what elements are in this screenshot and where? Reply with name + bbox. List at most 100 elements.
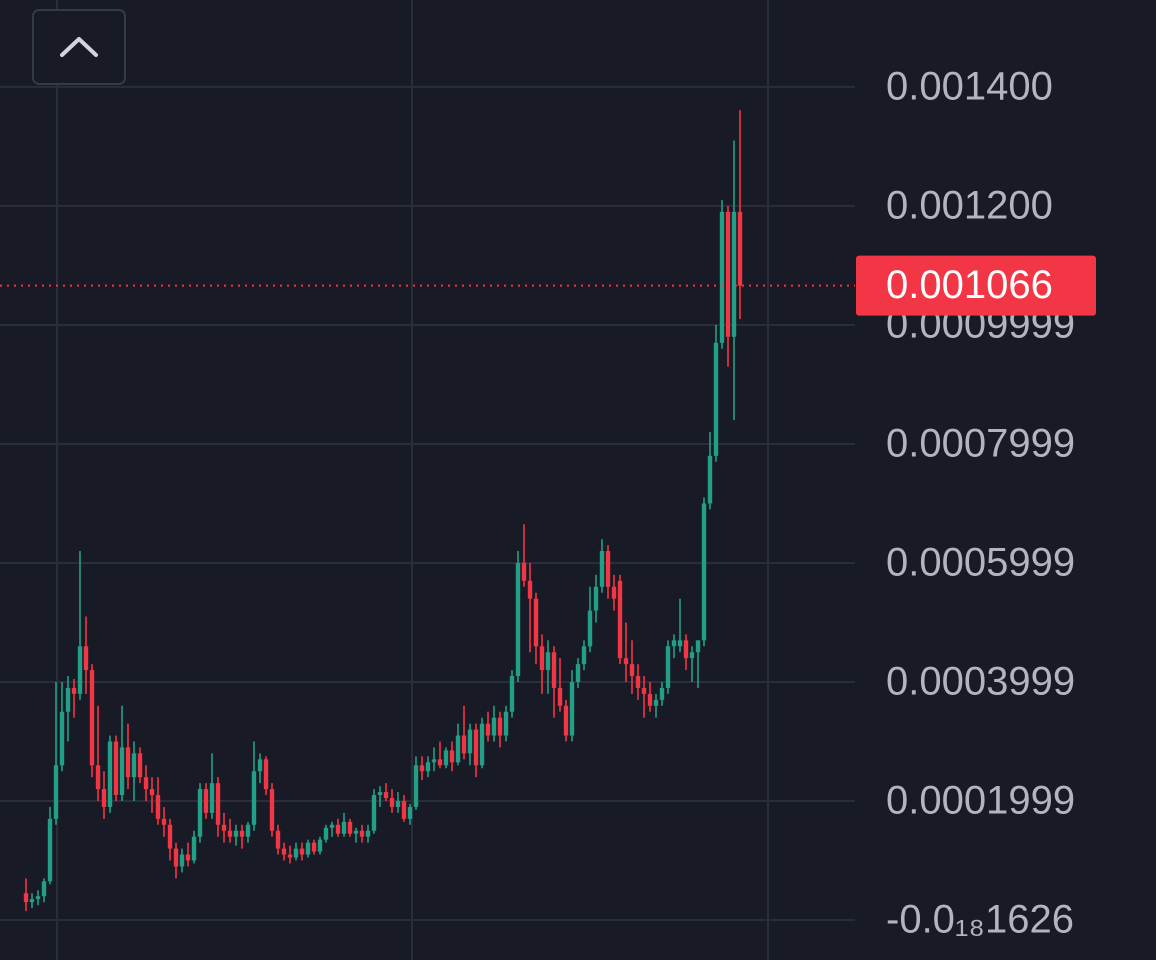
candle-body [35,896,41,900]
y-tick-label: 0.0003999 [886,660,1075,704]
candle-body [83,646,89,671]
candle-body [419,765,425,772]
candle-body [155,795,161,819]
candle-body [605,551,611,587]
candle-body [281,848,287,855]
candle-body [377,792,383,796]
candle-body [707,455,713,504]
candle-body [173,848,179,867]
candle-body [635,676,641,688]
y-tick-label: 0.0005999 [886,541,1075,585]
candle-body [227,830,233,837]
candle-body [563,705,569,736]
candle-body [569,681,575,736]
candle-body [119,747,125,796]
candle-body [545,652,551,671]
candle-body [341,821,347,834]
candle-body [311,842,317,852]
candle-body [467,729,473,754]
candle-body [257,759,263,772]
candle-body [29,899,35,903]
candle-body [527,580,533,599]
chevron-up-icon[interactable] [60,37,98,57]
candle-body [53,765,59,819]
candle-body [449,750,455,763]
candle-body [575,664,581,682]
candle-body [65,687,71,712]
candle-body [323,827,329,840]
candle-body [521,562,527,581]
candle-body [593,586,599,611]
candle-body [353,830,359,834]
candle-body [689,652,695,659]
candle-body [59,711,65,766]
candle-body [275,830,281,849]
candle-body [191,836,197,861]
candle-body [443,750,449,766]
candle-body [647,693,653,706]
y-tick-label: -0.0₁₈1626 [886,898,1074,942]
candle-body [395,800,401,807]
last-price-box [856,255,1096,316]
candle-body [491,717,497,736]
candle-body [95,765,101,790]
candle-body [251,771,257,825]
candle-body [629,664,635,677]
candle-body [659,687,665,700]
candle-body [263,759,269,790]
candle-body [239,830,245,837]
candle-body [359,830,365,837]
candle-body [305,842,311,855]
candle-body [695,640,701,653]
candle-body [179,854,185,867]
candle-body [197,789,203,837]
candle-body [143,777,149,790]
candle-body [221,824,227,831]
candle-body [161,818,167,825]
candle-body [599,551,605,587]
button-frame[interactable] [32,9,126,85]
candle-body [365,830,371,837]
candle-body [101,789,107,807]
candle-body [503,711,509,736]
axis-labels: 0.0014000.0012000.00099990.00079990.0005… [856,64,1096,942]
y-tick-label: 0.0001999 [886,779,1075,823]
candle-body [551,652,557,688]
candle-body [167,824,173,849]
candle-body [89,670,95,766]
candle-body [653,699,659,706]
candle-body [719,211,725,343]
candle-body [497,717,503,736]
candle-body [347,821,353,834]
candle-body [299,848,305,855]
candle-body [701,503,707,641]
candle-body [215,783,221,825]
candle-body [581,646,587,665]
grid [0,85,855,922]
candle-body [413,765,419,807]
candle-body [731,211,737,337]
candle-body [41,881,47,897]
y-tick-label: 0.001400 [886,64,1053,108]
candle-body [485,723,491,736]
candle-body [149,789,155,796]
candle-body [185,854,191,861]
candle-body [737,211,743,286]
candle-body [71,687,77,694]
candle-body [611,586,617,599]
collapse-button[interactable] [32,9,126,85]
candle-body [209,783,215,813]
candle-body [473,729,479,766]
candle-body [665,646,671,688]
candle-body [683,640,689,659]
candle-body [233,830,239,837]
candle-body [431,759,437,763]
candles [0,110,855,912]
candle-body [317,839,323,852]
candle-body [125,747,131,778]
y-tick-label: 0.001200 [886,183,1053,227]
candle-body [113,741,119,796]
candle-body [587,610,593,647]
